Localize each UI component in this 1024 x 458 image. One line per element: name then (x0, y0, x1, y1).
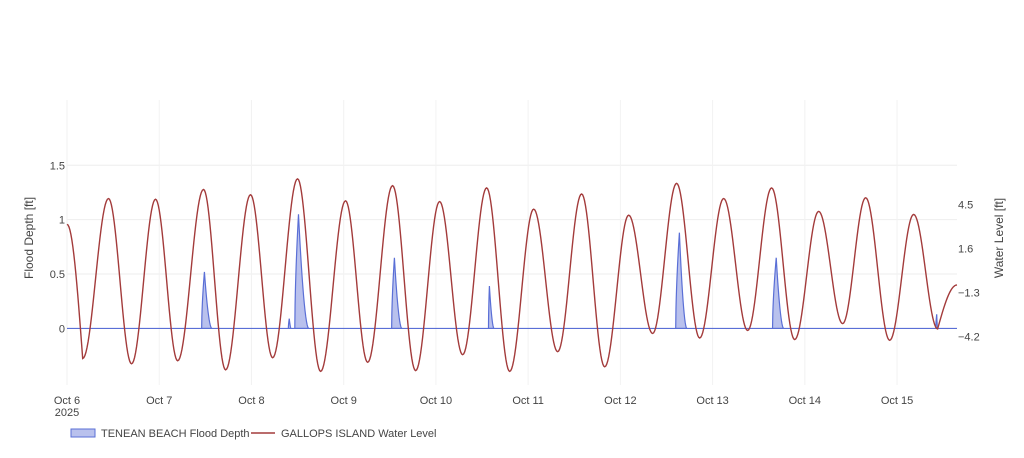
x-tick-label: Oct 12 (604, 395, 636, 407)
left-axis-title: Flood Depth [ft] (22, 197, 36, 279)
flood-depth-peak (391, 257, 404, 330)
right-tick-label: −4.2 (958, 331, 980, 343)
legend-label-water-level: GALLOPS ISLAND Water Level (281, 428, 437, 440)
left-axis-ticks: 0 0.5 1 1.5 (50, 160, 65, 335)
flood-depth-peak (675, 232, 688, 330)
right-axis-ticks: −4.2 −1.3 1.6 4.5 (958, 200, 980, 344)
left-tick-label: 1.5 (50, 160, 65, 172)
x-tick-label: Oct 8 (238, 395, 264, 407)
legend-item-water-level[interactable]: GALLOPS ISLAND Water Level (251, 428, 437, 440)
flood-depth-peak (201, 271, 214, 330)
flood-depth-peak (771, 257, 785, 330)
flood-depth-peak (287, 318, 294, 330)
flood-depth-peak (487, 285, 496, 330)
x-tick-label: Oct 9 (331, 395, 357, 407)
right-axis-title: Water Level [ft] (992, 198, 1006, 278)
x-tick-label: Oct 7 (146, 395, 172, 407)
right-tick-label: 4.5 (958, 200, 973, 212)
x-tick-label: Oct 13 (696, 395, 728, 407)
left-tick-label: 0.5 (50, 269, 65, 281)
x-tick-sublabel: 2025 (55, 407, 79, 419)
legend-swatch-flood-depth (70, 428, 96, 438)
flood-depth-peak (294, 214, 310, 330)
right-tick-label: 1.6 (958, 244, 973, 256)
x-tick-label: Oct 15 (881, 395, 913, 407)
left-tick-label: 1 (59, 215, 65, 227)
left-tick-label: 0 (59, 323, 65, 335)
legend-item-flood-depth[interactable]: TENEAN BEACH Flood Depth (70, 428, 250, 440)
right-tick-label: −1.3 (958, 288, 980, 300)
series-layer (66, 177, 958, 373)
x-tick-label: Oct 6 (54, 395, 80, 407)
x-tick-label: Oct 10 (420, 395, 452, 407)
water-level-line (66, 177, 958, 373)
flood-depth-peak (935, 314, 939, 330)
legend-label-flood-depth: TENEAN BEACH Flood Depth (101, 428, 250, 440)
x-tick-label: Oct 11 (512, 395, 544, 407)
legend[interactable]: TENEAN BEACH Flood Depth GALLOPS ISLAND … (70, 428, 437, 440)
gridlines (66, 100, 957, 385)
x-tick-label: Oct 14 (789, 395, 821, 407)
